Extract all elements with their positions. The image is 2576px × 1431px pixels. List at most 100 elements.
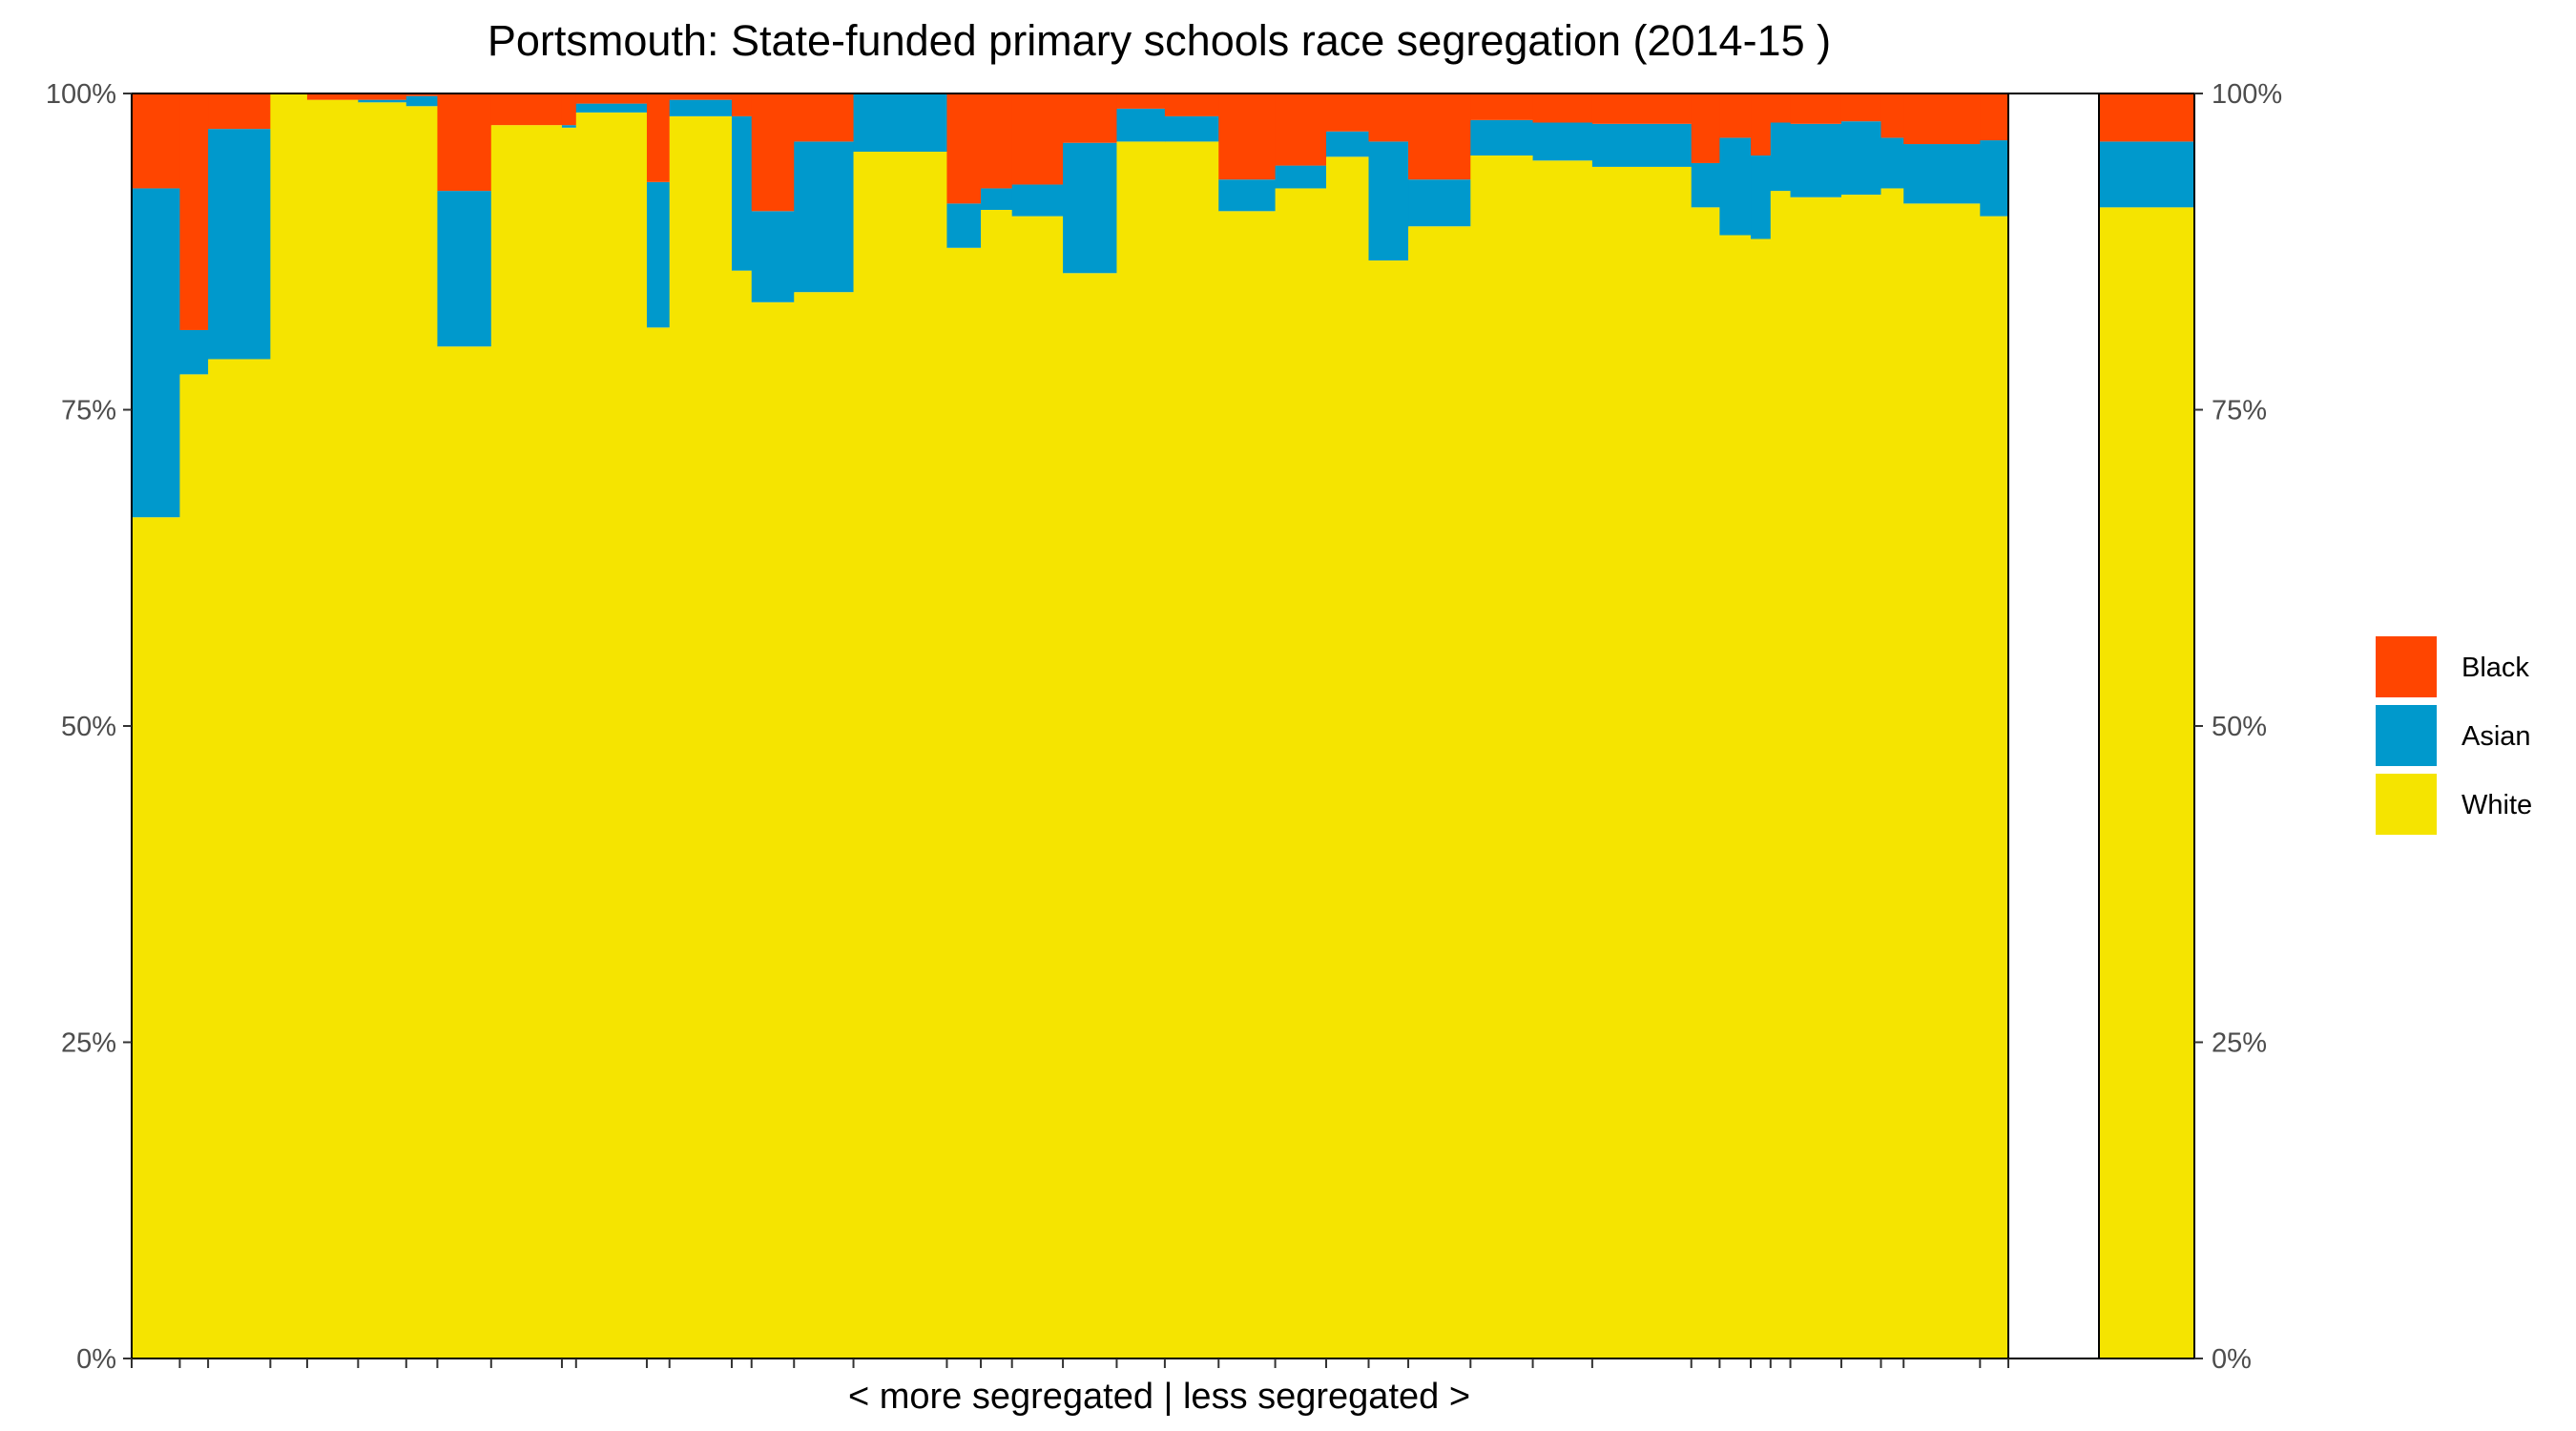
bar-segment-black-5 — [358, 93, 407, 100]
bar-segment-asian-13 — [731, 115, 753, 271]
bar-segment-black-1 — [179, 93, 209, 330]
bar-segment-black-14 — [751, 93, 795, 212]
bar-segment-white-26 — [1368, 260, 1409, 1358]
bar-segment-white-11 — [646, 327, 671, 1358]
overall-segment-asian — [2099, 141, 2194, 208]
bar-segment-asian-34 — [1770, 122, 1792, 192]
legend-label-white: White — [2462, 790, 2532, 820]
bar-segment-white-39 — [1980, 216, 2009, 1358]
bar-segment-black-9 — [561, 93, 577, 126]
bar-segment-black-27 — [1408, 93, 1471, 180]
bar-segment-white-27 — [1408, 226, 1471, 1359]
y-tick-label-right: 0% — [2212, 1344, 2252, 1375]
bar-segment-white-18 — [981, 209, 1013, 1359]
bar-segment-white-14 — [751, 301, 795, 1358]
y-tick-label-right: 75% — [2212, 396, 2267, 426]
bar-segment-white-37 — [1880, 188, 1904, 1359]
overall-segment-white — [2099, 207, 2194, 1359]
bar-segment-black-19 — [1011, 93, 1064, 185]
bar-segment-asian-24 — [1275, 165, 1327, 189]
bar-segment-white-35 — [1790, 197, 1842, 1359]
gap-panel-frame — [2007, 93, 2100, 1359]
bar-segment-white-28 — [1470, 155, 1534, 1359]
bar-segment-white-3 — [270, 93, 308, 1358]
bar-segment-black-38 — [1903, 93, 1981, 145]
bar-segment-white-19 — [1011, 216, 1064, 1358]
legend-swatch-black — [2376, 636, 2437, 697]
legend-swatch-asian — [2376, 705, 2437, 766]
bar-segment-asian-15 — [794, 141, 855, 293]
bar-segment-white-1 — [179, 374, 209, 1358]
bar-segment-black-24 — [1275, 93, 1327, 166]
bar-segment-black-22 — [1164, 93, 1219, 116]
bar-segment-asian-35 — [1790, 123, 1842, 197]
bars-layer — [132, 93, 2009, 1359]
overall-segment-black — [2099, 93, 2194, 142]
y-tick-label-left: 75% — [61, 396, 116, 426]
bar-segment-black-13 — [731, 93, 753, 116]
legend-label-black: Black — [2462, 653, 2529, 683]
y-tick-label-left: 25% — [61, 1028, 116, 1059]
bar-segment-asian-19 — [1011, 184, 1064, 217]
bar-segment-asian-36 — [1840, 121, 1882, 196]
y-tick-label-left: 50% — [61, 712, 116, 742]
bar-segment-black-37 — [1880, 93, 1904, 138]
bar-segment-asian-38 — [1903, 144, 1981, 204]
bar-segment-black-2 — [208, 93, 271, 130]
bar-segment-black-34 — [1770, 93, 1792, 123]
bar-segment-white-8 — [490, 125, 563, 1358]
bar-segment-white-29 — [1532, 160, 1593, 1358]
bar-segment-asian-17 — [946, 203, 982, 248]
bar-segment-asian-5 — [358, 99, 407, 103]
bar-segment-white-5 — [358, 102, 407, 1358]
bar-segment-black-31 — [1691, 93, 1720, 163]
bar-segment-asian-23 — [1218, 179, 1277, 212]
bar-segment-black-6 — [405, 93, 439, 96]
legend-swatch-white — [2376, 774, 2437, 835]
overall-bar-layer — [2099, 93, 2194, 1359]
bar-segment-black-18 — [981, 93, 1013, 189]
bar-segment-white-33 — [1751, 238, 1772, 1359]
bar-segment-black-20 — [1063, 93, 1118, 143]
bar-segment-white-24 — [1275, 188, 1327, 1359]
bar-segment-white-31 — [1691, 207, 1720, 1359]
legend-label-asian: Asian — [2462, 721, 2531, 752]
bar-segment-asian-16 — [853, 93, 948, 152]
bar-segment-black-15 — [794, 93, 855, 142]
bar-segment-asian-18 — [981, 188, 1013, 210]
bar-segment-asian-20 — [1063, 142, 1118, 274]
legend: Black Asian White — [2376, 636, 2532, 835]
bar-segment-white-36 — [1840, 195, 1882, 1359]
bar-segment-asian-28 — [1470, 119, 1534, 156]
bar-segment-white-6 — [405, 106, 439, 1358]
bar-segment-black-17 — [946, 93, 982, 204]
bar-segment-asian-1 — [179, 329, 209, 375]
bar-segment-white-30 — [1591, 166, 1693, 1358]
bar-segment-asian-21 — [1116, 108, 1166, 142]
bar-segment-white-25 — [1326, 156, 1370, 1358]
bar-segment-black-12 — [669, 93, 733, 100]
bar-segment-white-2 — [208, 359, 271, 1359]
bar-segment-black-36 — [1840, 93, 1882, 122]
bar-segment-black-11 — [646, 93, 671, 182]
bar-segment-black-39 — [1980, 93, 2009, 141]
bar-segment-asian-27 — [1408, 179, 1471, 227]
bar-segment-black-8 — [490, 93, 563, 126]
bar-segment-white-32 — [1719, 235, 1752, 1358]
bar-segment-white-10 — [575, 112, 648, 1358]
bar-segment-white-23 — [1218, 211, 1277, 1358]
bar-segment-black-23 — [1218, 93, 1277, 180]
bar-segment-white-13 — [731, 270, 753, 1358]
bar-segment-black-4 — [306, 93, 359, 100]
bar-segment-asian-26 — [1368, 141, 1409, 261]
bar-segment-asian-11 — [646, 181, 671, 328]
bar-segment-black-30 — [1591, 93, 1693, 124]
bar-segment-asian-0 — [132, 188, 181, 518]
bar-segment-black-7 — [437, 93, 492, 192]
bar-segment-asian-10 — [575, 103, 648, 113]
bar-segment-white-12 — [669, 115, 733, 1359]
bar-segment-asian-37 — [1880, 137, 1904, 189]
bar-segment-black-10 — [575, 93, 648, 104]
bar-segment-black-28 — [1470, 93, 1534, 120]
